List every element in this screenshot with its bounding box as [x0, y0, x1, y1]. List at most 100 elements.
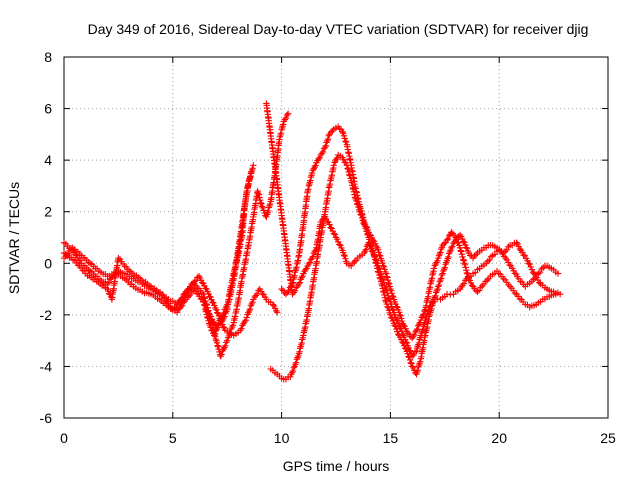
- data-point: [506, 261, 513, 269]
- data-point: [222, 309, 229, 317]
- data-point: [393, 316, 400, 323]
- data-point: [421, 307, 428, 315]
- data-point: [255, 191, 263, 198]
- data-point: [213, 326, 220, 333]
- data-point: [459, 256, 467, 263]
- data-point: [377, 275, 384, 282]
- data-point: [210, 332, 218, 339]
- data-point: [411, 331, 418, 339]
- data-point: [393, 303, 400, 310]
- data-point: [74, 261, 82, 269]
- data-point: [359, 211, 366, 218]
- data-point: [463, 269, 471, 277]
- data-point: [330, 230, 338, 237]
- data-point: [376, 251, 383, 259]
- data-point: [178, 298, 185, 306]
- data-point: [436, 278, 443, 285]
- data-point: [162, 297, 170, 304]
- data-point: [182, 291, 190, 298]
- data-point: [388, 314, 395, 321]
- data-point: [525, 260, 532, 267]
- data-point: [396, 311, 404, 319]
- data-point: [361, 247, 369, 255]
- x-tick-label: 15: [383, 430, 399, 446]
- data-point: [459, 253, 466, 261]
- data-point: [448, 244, 455, 252]
- data-point: [456, 244, 464, 252]
- data-point: [486, 256, 493, 264]
- data-point: [191, 278, 198, 285]
- data-point: [419, 312, 426, 320]
- data-point: [346, 172, 354, 179]
- x-axis-label: GPS time / hours: [283, 458, 390, 474]
- data-point: [258, 200, 265, 208]
- data-point: [484, 276, 491, 284]
- data-point: [471, 252, 478, 260]
- data-point: [420, 311, 427, 318]
- data-point: [214, 343, 222, 350]
- data-point: [311, 248, 318, 255]
- data-point: [443, 236, 451, 244]
- data-point: [284, 110, 292, 117]
- y-tick-label: 2: [44, 204, 52, 220]
- data-point: [359, 214, 367, 221]
- data-point: [308, 169, 316, 177]
- data-point: [202, 300, 210, 308]
- data-point: [322, 142, 330, 150]
- data-point: [530, 270, 538, 277]
- data-point: [358, 210, 366, 217]
- data-point: [442, 261, 449, 268]
- data-point: [282, 114, 290, 122]
- data-point: [209, 318, 217, 326]
- data-point: [204, 314, 212, 322]
- data-point: [330, 162, 338, 169]
- data-point: [460, 257, 467, 264]
- data-point: [325, 132, 332, 139]
- data-point: [336, 241, 343, 248]
- data-point: [79, 267, 86, 274]
- data-point: [213, 306, 220, 313]
- y-tick-label: 8: [44, 49, 52, 65]
- data-point: [459, 281, 466, 289]
- y-tick-label: -4: [40, 358, 53, 374]
- data-point: [505, 243, 512, 250]
- data-point: [458, 250, 466, 258]
- data-point: [158, 291, 166, 298]
- data-point: [384, 277, 392, 284]
- data-point: [220, 314, 227, 322]
- y-tick-labels: -6 -4 -2 0 2 4 6 8: [40, 49, 53, 426]
- data-point: [311, 163, 318, 171]
- data-point: [288, 369, 296, 376]
- data-point: [183, 289, 191, 297]
- data-point: [315, 155, 322, 163]
- data-point: [389, 292, 396, 300]
- data-point: [269, 301, 277, 308]
- data-point: [179, 297, 186, 304]
- data-point: [401, 344, 409, 352]
- data-point: [258, 203, 266, 210]
- data-point: [202, 285, 209, 292]
- data-point: [184, 286, 192, 294]
- data-point: [430, 298, 437, 306]
- data-point: [369, 236, 377, 244]
- data-point: [444, 235, 452, 243]
- x-tick-label: 10: [274, 430, 290, 446]
- data-point: [385, 279, 392, 287]
- data-point: [290, 289, 297, 296]
- data-point: [520, 251, 527, 259]
- data-point: [246, 305, 254, 313]
- data-point: [351, 258, 358, 265]
- data-point: [389, 305, 396, 313]
- data-point: [229, 322, 237, 329]
- data-point: [396, 324, 404, 332]
- data-point: [435, 281, 443, 289]
- data-point: [274, 309, 281, 316]
- data-point: [552, 291, 559, 298]
- data-point: [457, 247, 464, 254]
- data-point: [340, 251, 348, 259]
- data-point: [436, 250, 443, 258]
- data-point: [286, 284, 294, 291]
- data-point: [506, 283, 514, 290]
- data-point: [339, 128, 346, 135]
- data-point: [214, 342, 221, 349]
